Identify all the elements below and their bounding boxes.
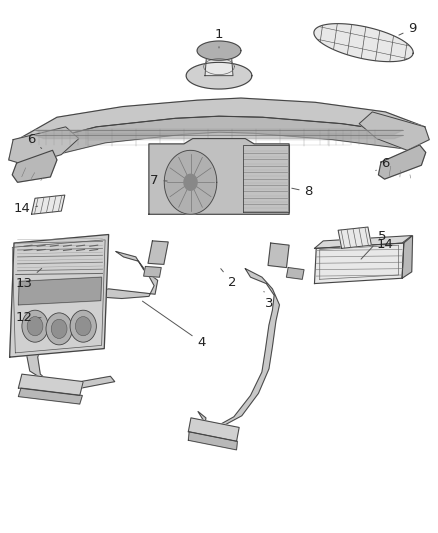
Text: 5: 5 <box>361 230 386 259</box>
Text: 2: 2 <box>221 269 237 289</box>
Polygon shape <box>184 174 197 190</box>
Polygon shape <box>378 145 426 179</box>
Polygon shape <box>186 62 252 89</box>
Polygon shape <box>35 135 403 139</box>
Polygon shape <box>9 127 79 165</box>
Circle shape <box>22 310 48 342</box>
Polygon shape <box>9 116 416 160</box>
Polygon shape <box>26 252 158 388</box>
Polygon shape <box>338 227 371 248</box>
Text: 6: 6 <box>27 133 42 149</box>
Circle shape <box>70 310 96 342</box>
Circle shape <box>46 313 72 345</box>
Polygon shape <box>205 53 233 76</box>
Text: 4: 4 <box>142 301 206 349</box>
Polygon shape <box>148 241 168 264</box>
Text: 12: 12 <box>16 311 41 324</box>
Polygon shape <box>243 145 289 212</box>
Text: 14: 14 <box>371 238 393 251</box>
Text: 7: 7 <box>150 174 167 187</box>
Polygon shape <box>32 195 65 214</box>
Text: 9: 9 <box>399 22 417 35</box>
Text: 8: 8 <box>292 185 313 198</box>
Polygon shape <box>188 418 239 441</box>
Polygon shape <box>359 112 429 150</box>
Text: 13: 13 <box>16 268 42 290</box>
Polygon shape <box>286 268 304 279</box>
Polygon shape <box>18 388 82 404</box>
Polygon shape <box>268 243 289 268</box>
Polygon shape <box>12 150 57 182</box>
Polygon shape <box>149 139 289 214</box>
Circle shape <box>75 317 91 336</box>
Polygon shape <box>144 266 161 277</box>
Text: 3: 3 <box>264 292 274 310</box>
Polygon shape <box>18 374 83 395</box>
Polygon shape <box>188 432 237 450</box>
Polygon shape <box>10 235 109 357</box>
Polygon shape <box>314 243 404 284</box>
Text: 1: 1 <box>215 28 223 48</box>
Circle shape <box>27 317 43 336</box>
Polygon shape <box>35 130 403 134</box>
Polygon shape <box>164 150 217 214</box>
Polygon shape <box>314 23 413 62</box>
Polygon shape <box>198 269 279 429</box>
Circle shape <box>51 319 67 338</box>
Polygon shape <box>314 236 412 248</box>
Polygon shape <box>18 277 102 305</box>
Polygon shape <box>197 41 241 60</box>
Polygon shape <box>402 236 413 278</box>
Polygon shape <box>13 98 425 146</box>
Text: 6: 6 <box>376 157 390 171</box>
Text: 14: 14 <box>14 203 38 215</box>
